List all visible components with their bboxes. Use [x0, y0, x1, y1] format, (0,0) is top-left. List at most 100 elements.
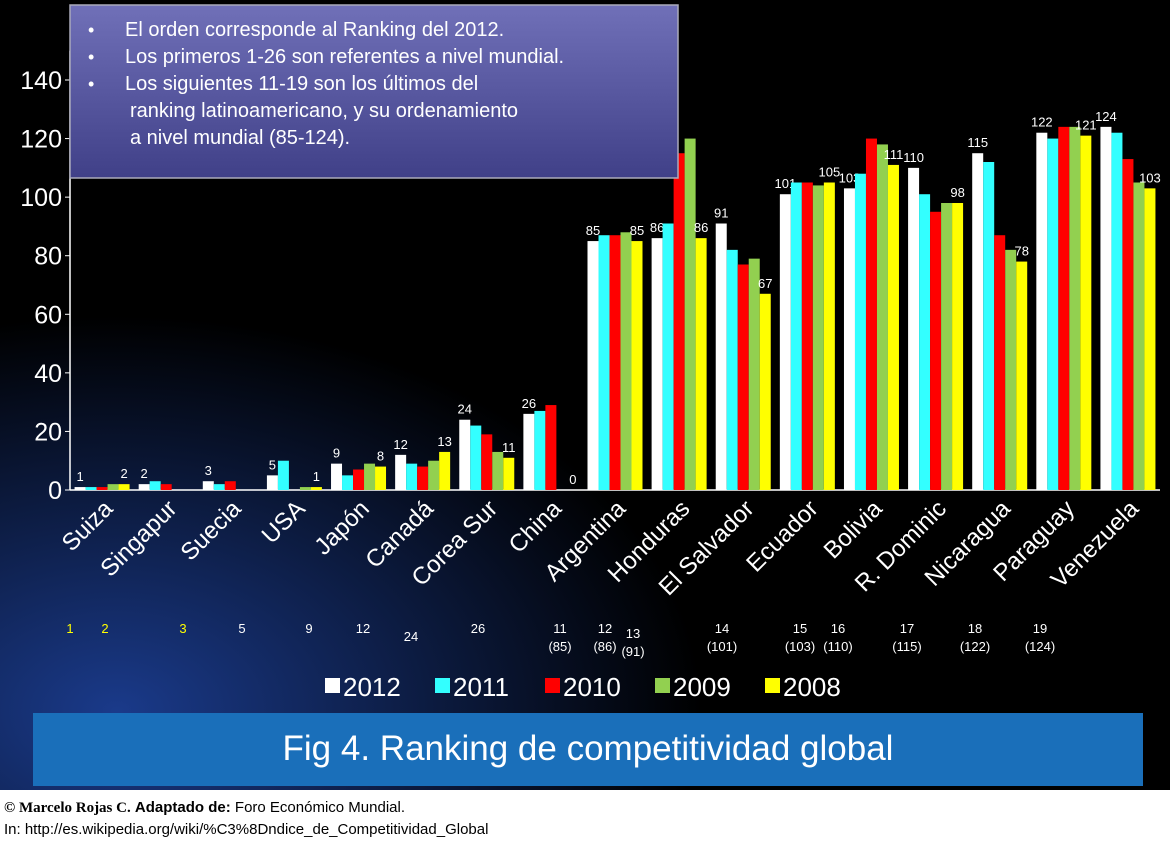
data-label: 1	[313, 469, 320, 484]
data-label: 3	[205, 463, 212, 478]
bar	[459, 419, 471, 490]
bar	[1058, 126, 1070, 490]
bar	[1111, 132, 1123, 490]
note-text: El orden corresponde al Ranking del 2012…	[125, 19, 504, 41]
rank-label: 1	[66, 621, 73, 636]
bar	[85, 487, 97, 490]
bar	[342, 475, 354, 490]
bar	[1080, 135, 1092, 490]
data-label: 67	[758, 276, 772, 291]
rank-label: (85)	[548, 639, 571, 654]
bar	[149, 481, 161, 490]
credit-source: Foro Económico Mundial.	[235, 799, 405, 816]
rank-label: (124)	[1025, 639, 1055, 654]
bar	[952, 203, 964, 490]
legend-label: 2010	[563, 672, 621, 702]
data-label: 110	[903, 150, 924, 165]
note-text: Los siguientes 11-19 son los últimos del	[125, 73, 478, 95]
data-label: 121	[1075, 118, 1097, 133]
note-text: a nivel mundial (85-124).	[130, 127, 350, 149]
bar	[1047, 138, 1059, 491]
note-box	[69, 4, 679, 179]
bar	[417, 466, 429, 490]
bar	[406, 463, 418, 490]
rank-label: 17	[900, 621, 914, 636]
credit-adapted: Adaptado de:	[135, 799, 231, 816]
bar	[854, 173, 866, 490]
data-label: 24	[458, 402, 472, 417]
data-label: 86	[694, 220, 708, 235]
bar	[1016, 261, 1028, 490]
legend-swatch	[545, 678, 560, 693]
rank-label: (101)	[707, 639, 737, 654]
bar	[395, 454, 407, 490]
bar	[812, 185, 824, 490]
bar	[684, 138, 696, 491]
bar	[202, 481, 214, 490]
bar	[481, 434, 493, 490]
data-label: 103	[839, 170, 861, 185]
rank-label: 9	[305, 621, 312, 636]
rank-label: 11	[553, 621, 567, 636]
data-label: 78	[1014, 244, 1028, 259]
bar	[620, 232, 632, 491]
credit-url: In: http://es.wikipedia.org/wiki/%C3%8Dn…	[4, 821, 488, 838]
data-label: 105	[819, 165, 841, 180]
bar	[1100, 126, 1112, 490]
y-tick-label: 80	[34, 243, 62, 271]
legend-swatch	[765, 678, 780, 693]
data-label: 8	[377, 449, 384, 464]
legend-label: 2012	[343, 672, 401, 702]
bar	[534, 410, 546, 490]
y-tick-label: 60	[34, 301, 62, 329]
data-label: 91	[714, 206, 728, 221]
legend-label: 2009	[673, 672, 731, 702]
rank-label: 3	[179, 621, 186, 636]
legend-label: 2008	[783, 672, 841, 702]
rank-label: 14	[715, 621, 729, 636]
rank-label: 18	[968, 621, 982, 636]
data-label: 101	[775, 176, 797, 191]
bar	[651, 238, 663, 490]
bar	[224, 481, 236, 490]
bar	[96, 487, 108, 490]
bar	[523, 413, 535, 490]
bar	[941, 203, 953, 490]
bar	[1133, 182, 1145, 490]
bar	[74, 487, 86, 490]
data-label: 86	[650, 220, 664, 235]
y-tick-label: 120	[20, 126, 62, 154]
caption: Fig 4. Ranking de competitividad global	[283, 729, 894, 768]
data-label: 26	[522, 396, 536, 411]
data-label: 12	[393, 437, 407, 452]
y-tick-label: 40	[34, 360, 62, 388]
note-text: Los primeros 1-26 son referentes a nivel…	[125, 46, 564, 68]
bar	[299, 487, 311, 490]
credit-author: © Marcelo Rojas C.	[4, 800, 131, 816]
rank-label: 24	[404, 629, 418, 644]
data-label: 111	[884, 147, 904, 162]
bar	[631, 241, 643, 490]
bar	[843, 188, 855, 490]
data-label: 122	[1031, 115, 1053, 130]
bar	[266, 475, 278, 490]
data-label: 115	[967, 135, 988, 150]
rank-label: (110)	[823, 639, 852, 654]
caption-banner	[33, 713, 1143, 786]
bar	[865, 138, 877, 491]
bar	[759, 293, 771, 490]
note-bullet: •	[88, 20, 94, 40]
bar	[310, 487, 322, 490]
data-label: 85	[586, 223, 600, 238]
note-bullet: •	[88, 47, 94, 67]
legend-swatch	[435, 678, 450, 693]
bar	[598, 235, 610, 490]
bar	[695, 238, 707, 490]
bar	[790, 182, 802, 490]
data-label: 2	[141, 466, 148, 481]
data-label: 0	[569, 472, 576, 487]
data-label: 1	[76, 469, 83, 484]
bar	[673, 153, 685, 490]
bar	[353, 469, 365, 490]
bar	[823, 182, 835, 490]
